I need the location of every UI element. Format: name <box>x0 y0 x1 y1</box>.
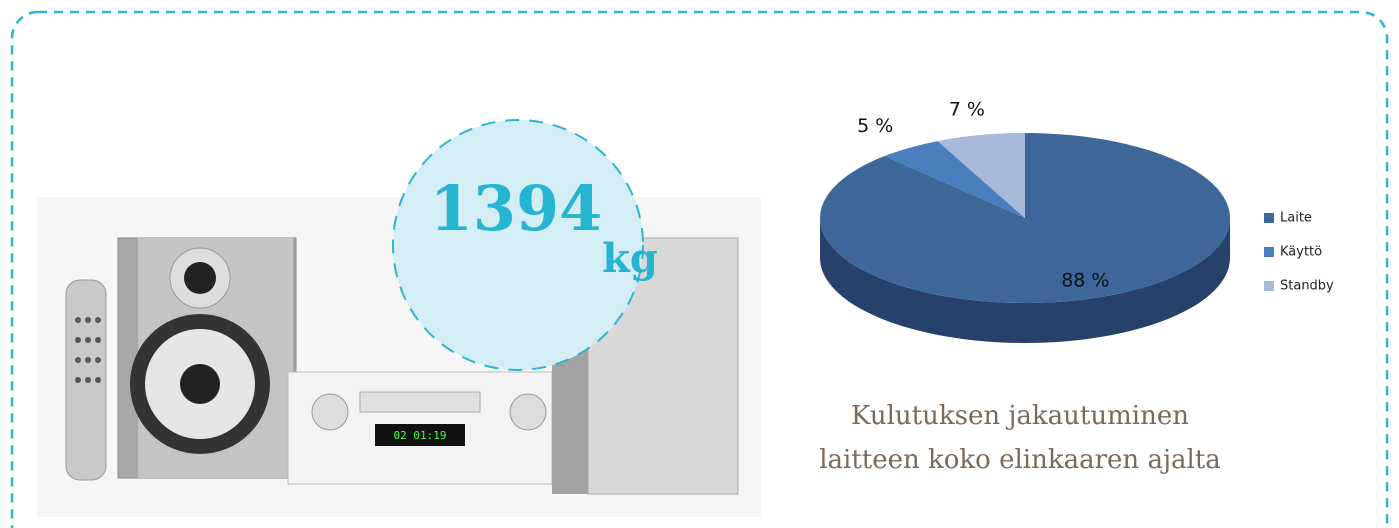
weight-unit: kg <box>602 235 658 282</box>
weight-number: 1394 <box>430 172 603 245</box>
legend-label: Laite <box>1280 211 1312 226</box>
value-label: 5 % <box>857 115 893 137</box>
legend-label: Standby <box>1280 279 1334 294</box>
value-label: 7 % <box>949 99 985 121</box>
svg-text:02 01:19: 02 01:19 <box>394 429 447 442</box>
infographic: 02 01:19 1394 kg Kulutuksen jakautuminen… <box>0 0 1399 528</box>
legend-swatch <box>1264 247 1274 257</box>
caption-line: laitteen koko elinkaaren ajalta <box>819 445 1221 475</box>
caption-line: Kulutuksen jakautuminen <box>851 401 1189 431</box>
legend-swatch <box>1264 281 1274 291</box>
value-label: 88 % <box>1061 270 1109 292</box>
legend-swatch <box>1264 213 1274 223</box>
legend-label: Käyttö <box>1280 245 1322 260</box>
